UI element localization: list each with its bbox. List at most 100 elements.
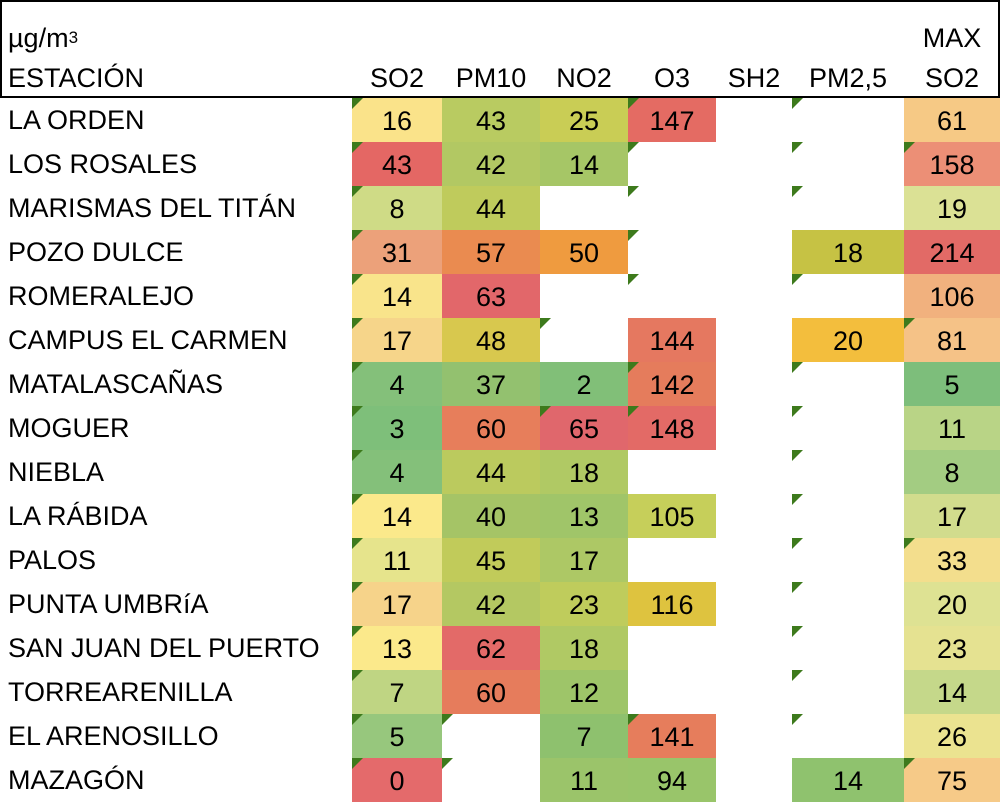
value-cell[interactable]: 57 <box>442 230 540 274</box>
value-cell[interactable]: 25 <box>540 98 628 142</box>
value-cell[interactable] <box>628 274 716 318</box>
value-cell[interactable] <box>716 362 792 406</box>
value-cell[interactable]: 13 <box>540 494 628 538</box>
value-cell[interactable] <box>792 538 904 582</box>
value-cell[interactable] <box>442 758 540 802</box>
value-cell[interactable]: 33 <box>904 538 1000 582</box>
value-cell[interactable] <box>628 450 716 494</box>
value-cell[interactable]: 48 <box>442 318 540 362</box>
value-cell[interactable] <box>716 670 792 714</box>
value-cell[interactable]: 37 <box>442 362 540 406</box>
value-cell[interactable] <box>628 142 716 186</box>
value-cell[interactable]: 14 <box>904 670 1000 714</box>
value-cell[interactable] <box>540 274 628 318</box>
station-name[interactable]: NIEBLA <box>8 457 105 487</box>
value-cell[interactable] <box>442 714 540 758</box>
value-cell[interactable]: 16 <box>352 98 442 142</box>
value-cell[interactable]: 11 <box>540 758 628 802</box>
value-cell[interactable]: 17 <box>352 582 442 626</box>
value-cell[interactable]: 18 <box>792 230 904 274</box>
value-cell[interactable] <box>792 582 904 626</box>
value-cell[interactable]: 14 <box>352 274 442 318</box>
value-cell[interactable]: 61 <box>904 98 1000 142</box>
value-cell[interactable]: 13 <box>352 626 442 670</box>
value-cell[interactable] <box>792 670 904 714</box>
value-cell[interactable]: 23 <box>540 582 628 626</box>
value-cell[interactable]: 4 <box>352 450 442 494</box>
station-name[interactable]: TORREARENILLA <box>8 677 233 707</box>
value-cell[interactable]: 43 <box>352 142 442 186</box>
station-name[interactable]: ROMERALEJO <box>8 281 195 311</box>
station-name[interactable]: LOS ROSALES <box>8 149 198 179</box>
value-cell[interactable] <box>792 494 904 538</box>
value-cell[interactable]: 141 <box>628 714 716 758</box>
value-cell[interactable] <box>716 274 792 318</box>
value-cell[interactable]: 3 <box>352 406 442 450</box>
value-cell[interactable]: 116 <box>628 582 716 626</box>
value-cell[interactable]: 42 <box>442 142 540 186</box>
value-cell[interactable] <box>792 362 904 406</box>
value-cell[interactable]: 142 <box>628 362 716 406</box>
value-cell[interactable] <box>792 406 904 450</box>
value-cell[interactable]: 31 <box>352 230 442 274</box>
value-cell[interactable] <box>792 714 904 758</box>
value-cell[interactable]: 14 <box>540 142 628 186</box>
value-cell[interactable] <box>716 142 792 186</box>
value-cell[interactable] <box>716 186 792 230</box>
station-name[interactable]: PALOS <box>8 545 97 575</box>
value-cell[interactable] <box>792 186 904 230</box>
value-cell[interactable]: 5 <box>904 362 1000 406</box>
value-cell[interactable]: 19 <box>904 186 1000 230</box>
value-cell[interactable] <box>716 626 792 670</box>
value-cell[interactable]: 20 <box>792 318 904 362</box>
value-cell[interactable]: 11 <box>904 406 1000 450</box>
value-cell[interactable] <box>628 626 716 670</box>
station-name[interactable]: MAZAGÓN <box>8 765 145 795</box>
value-cell[interactable] <box>716 406 792 450</box>
value-cell[interactable]: 158 <box>904 142 1000 186</box>
value-cell[interactable]: 17 <box>540 538 628 582</box>
value-cell[interactable] <box>716 714 792 758</box>
value-cell[interactable]: 42 <box>442 582 540 626</box>
value-cell[interactable]: 40 <box>442 494 540 538</box>
value-cell[interactable] <box>628 230 716 274</box>
value-cell[interactable]: 45 <box>442 538 540 582</box>
value-cell[interactable]: 17 <box>352 318 442 362</box>
value-cell[interactable] <box>792 626 904 670</box>
value-cell[interactable]: 7 <box>540 714 628 758</box>
station-name[interactable]: MARISMAS DEL TITÁN <box>8 193 297 223</box>
value-cell[interactable] <box>540 318 628 362</box>
value-cell[interactable] <box>628 186 716 230</box>
station-name[interactable]: EL ARENOSILLO <box>8 721 219 751</box>
value-cell[interactable]: 147 <box>628 98 716 142</box>
value-cell[interactable]: 75 <box>904 758 1000 802</box>
value-cell[interactable]: 14 <box>352 494 442 538</box>
value-cell[interactable]: 50 <box>540 230 628 274</box>
value-cell[interactable]: 17 <box>904 494 1000 538</box>
value-cell[interactable]: 62 <box>442 626 540 670</box>
value-cell[interactable]: 12 <box>540 670 628 714</box>
value-cell[interactable] <box>716 582 792 626</box>
value-cell[interactable]: 26 <box>904 714 1000 758</box>
value-cell[interactable] <box>792 274 904 318</box>
value-cell[interactable]: 20 <box>904 582 1000 626</box>
station-name[interactable]: MOGUER <box>8 413 130 443</box>
value-cell[interactable]: 4 <box>352 362 442 406</box>
value-cell[interactable]: 94 <box>628 758 716 802</box>
value-cell[interactable]: 106 <box>904 274 1000 318</box>
value-cell[interactable] <box>792 450 904 494</box>
value-cell[interactable]: 23 <box>904 626 1000 670</box>
value-cell[interactable] <box>716 98 792 142</box>
value-cell[interactable] <box>540 186 628 230</box>
value-cell[interactable]: 81 <box>904 318 1000 362</box>
value-cell[interactable]: 0 <box>352 758 442 802</box>
value-cell[interactable] <box>716 538 792 582</box>
value-cell[interactable]: 148 <box>628 406 716 450</box>
value-cell[interactable]: 14 <box>792 758 904 802</box>
station-name[interactable]: POZO DULCE <box>8 237 184 267</box>
value-cell[interactable]: 44 <box>442 186 540 230</box>
value-cell[interactable]: 2 <box>540 362 628 406</box>
value-cell[interactable]: 11 <box>352 538 442 582</box>
value-cell[interactable]: 144 <box>628 318 716 362</box>
value-cell[interactable] <box>792 142 904 186</box>
